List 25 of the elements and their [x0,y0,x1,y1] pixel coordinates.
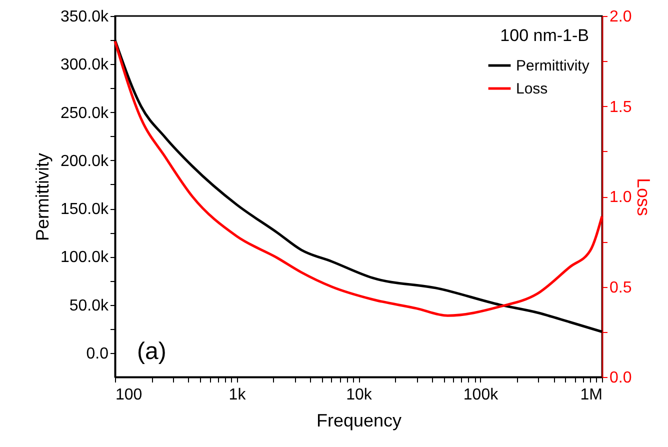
x-tick-label: 100k [463,386,500,404]
x-tick-label: 1M [580,386,602,404]
x-tick-label: 1k [228,386,247,404]
y-axis-title: Permittivity [32,152,52,242]
y-tick-label: 350.0k [60,8,110,26]
y-tick-label: 250.0k [60,104,110,122]
y2-tick-label: 2.0 [610,8,632,26]
y2-tick-label: 1.0 [610,189,632,206]
x-tick-label: 10k [346,386,373,404]
y-tick-label: 50.0k [69,297,110,314]
legend-label: Permittivity [516,58,590,74]
annotation: (a) [137,338,166,365]
y-tick-label: 100.0k [60,249,110,266]
y-tick-label: 300.0k [60,56,110,74]
y2-axis-title: Loss [634,178,654,216]
legend-label: Loss [516,80,548,98]
legend-title: 100 nm-1-B [500,26,589,45]
x-axis-title: Frequency [316,410,402,430]
y-tick-label: 150.0k [60,201,110,218]
y2-tick-label: 0.5 [610,279,632,296]
y2-tick-label: 0.0 [610,370,632,386]
x-tick-label: 100 [116,386,142,404]
y2-tick-label: 1.5 [610,98,632,116]
y-tick-label: 0.0 [86,345,109,362]
y-tick-label: 200.0k [60,152,110,170]
